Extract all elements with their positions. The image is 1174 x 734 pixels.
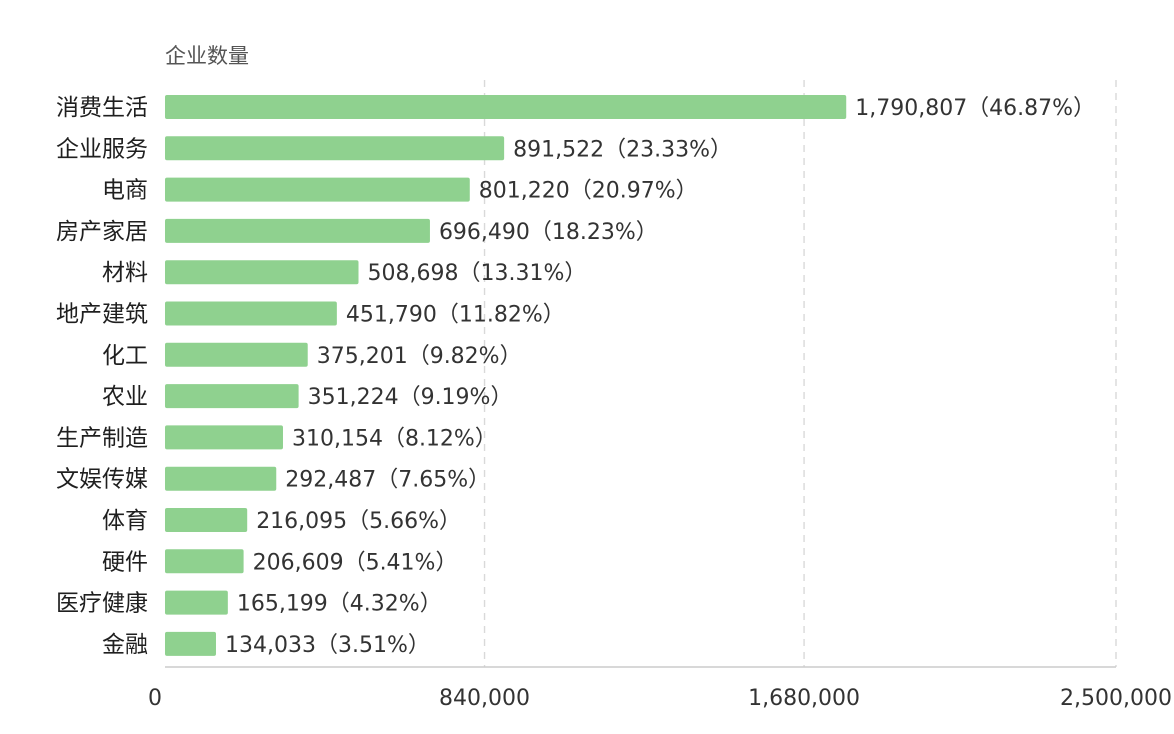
bar bbox=[165, 384, 299, 409]
category-label: 消费生活 bbox=[56, 95, 148, 121]
data-label: 165,199（4.32%） bbox=[237, 592, 442, 617]
data-label: 375,201（9.82%） bbox=[317, 344, 522, 369]
bar bbox=[165, 218, 430, 243]
category-label: 农业 bbox=[102, 384, 148, 410]
data-label: 1,790,807（46.87%） bbox=[855, 96, 1095, 121]
category-label: 生产制造 bbox=[56, 425, 148, 451]
labels-layer: 消费生活 1,790,807（46.87%） 企业服务 891,522（23.33%）… bbox=[56, 95, 1095, 658]
grid-layer bbox=[483, 80, 1117, 667]
x-tick-label: 2,500,000 bbox=[1060, 686, 1172, 711]
data-label: 508,698（13.31%） bbox=[368, 261, 587, 286]
category-label: 企业服务 bbox=[56, 136, 148, 162]
axis-title: 企业数量 bbox=[165, 44, 249, 68]
category-label: 电商 bbox=[102, 178, 148, 204]
x-tick-label: 1,680,000 bbox=[748, 686, 860, 711]
category-label: 体育 bbox=[102, 508, 148, 534]
x-tick-label: 840,000 bbox=[439, 686, 530, 711]
data-label: 216,095（5.66%） bbox=[256, 509, 461, 534]
bar bbox=[165, 631, 216, 656]
bar bbox=[165, 508, 248, 532]
bar bbox=[165, 301, 337, 326]
category-label: 医疗健康 bbox=[56, 591, 148, 617]
category-label: 房产家居 bbox=[56, 219, 148, 245]
data-label: 310,154（8.12%） bbox=[292, 426, 497, 451]
axis-layer: 企业数量 0 840,000 1,680,000 2,500,000 bbox=[148, 44, 1172, 711]
category-label: 文娱传媒 bbox=[56, 467, 148, 493]
data-label: 351,224（9.19%） bbox=[308, 385, 513, 410]
bars-layer bbox=[165, 95, 847, 656]
category-label: 地产建筑 bbox=[56, 302, 148, 328]
bar bbox=[165, 136, 505, 161]
data-label: 451,790（11.82%） bbox=[346, 303, 565, 328]
x-tick-label: 0 bbox=[148, 686, 162, 711]
data-label: 891,522（23.33%） bbox=[513, 137, 732, 162]
category-label: 金融 bbox=[102, 632, 148, 658]
bar bbox=[165, 177, 470, 202]
data-label: 206,609（5.41%） bbox=[253, 550, 458, 575]
data-label: 801,220（20.97%） bbox=[479, 179, 698, 204]
data-label: 134,033（3.51%） bbox=[225, 633, 430, 658]
data-label: 696,490（18.23%） bbox=[439, 220, 658, 245]
category-label: 材料 bbox=[102, 260, 148, 286]
bar bbox=[165, 260, 359, 285]
category-label: 化工 bbox=[102, 343, 148, 369]
bar bbox=[165, 95, 847, 119]
bar bbox=[165, 425, 283, 450]
bar bbox=[165, 342, 308, 367]
category-label: 硬件 bbox=[102, 549, 148, 575]
data-label: 292,487（7.65%） bbox=[285, 468, 490, 493]
bar bbox=[165, 549, 244, 574]
bar bbox=[165, 466, 277, 491]
bar bbox=[165, 590, 228, 615]
